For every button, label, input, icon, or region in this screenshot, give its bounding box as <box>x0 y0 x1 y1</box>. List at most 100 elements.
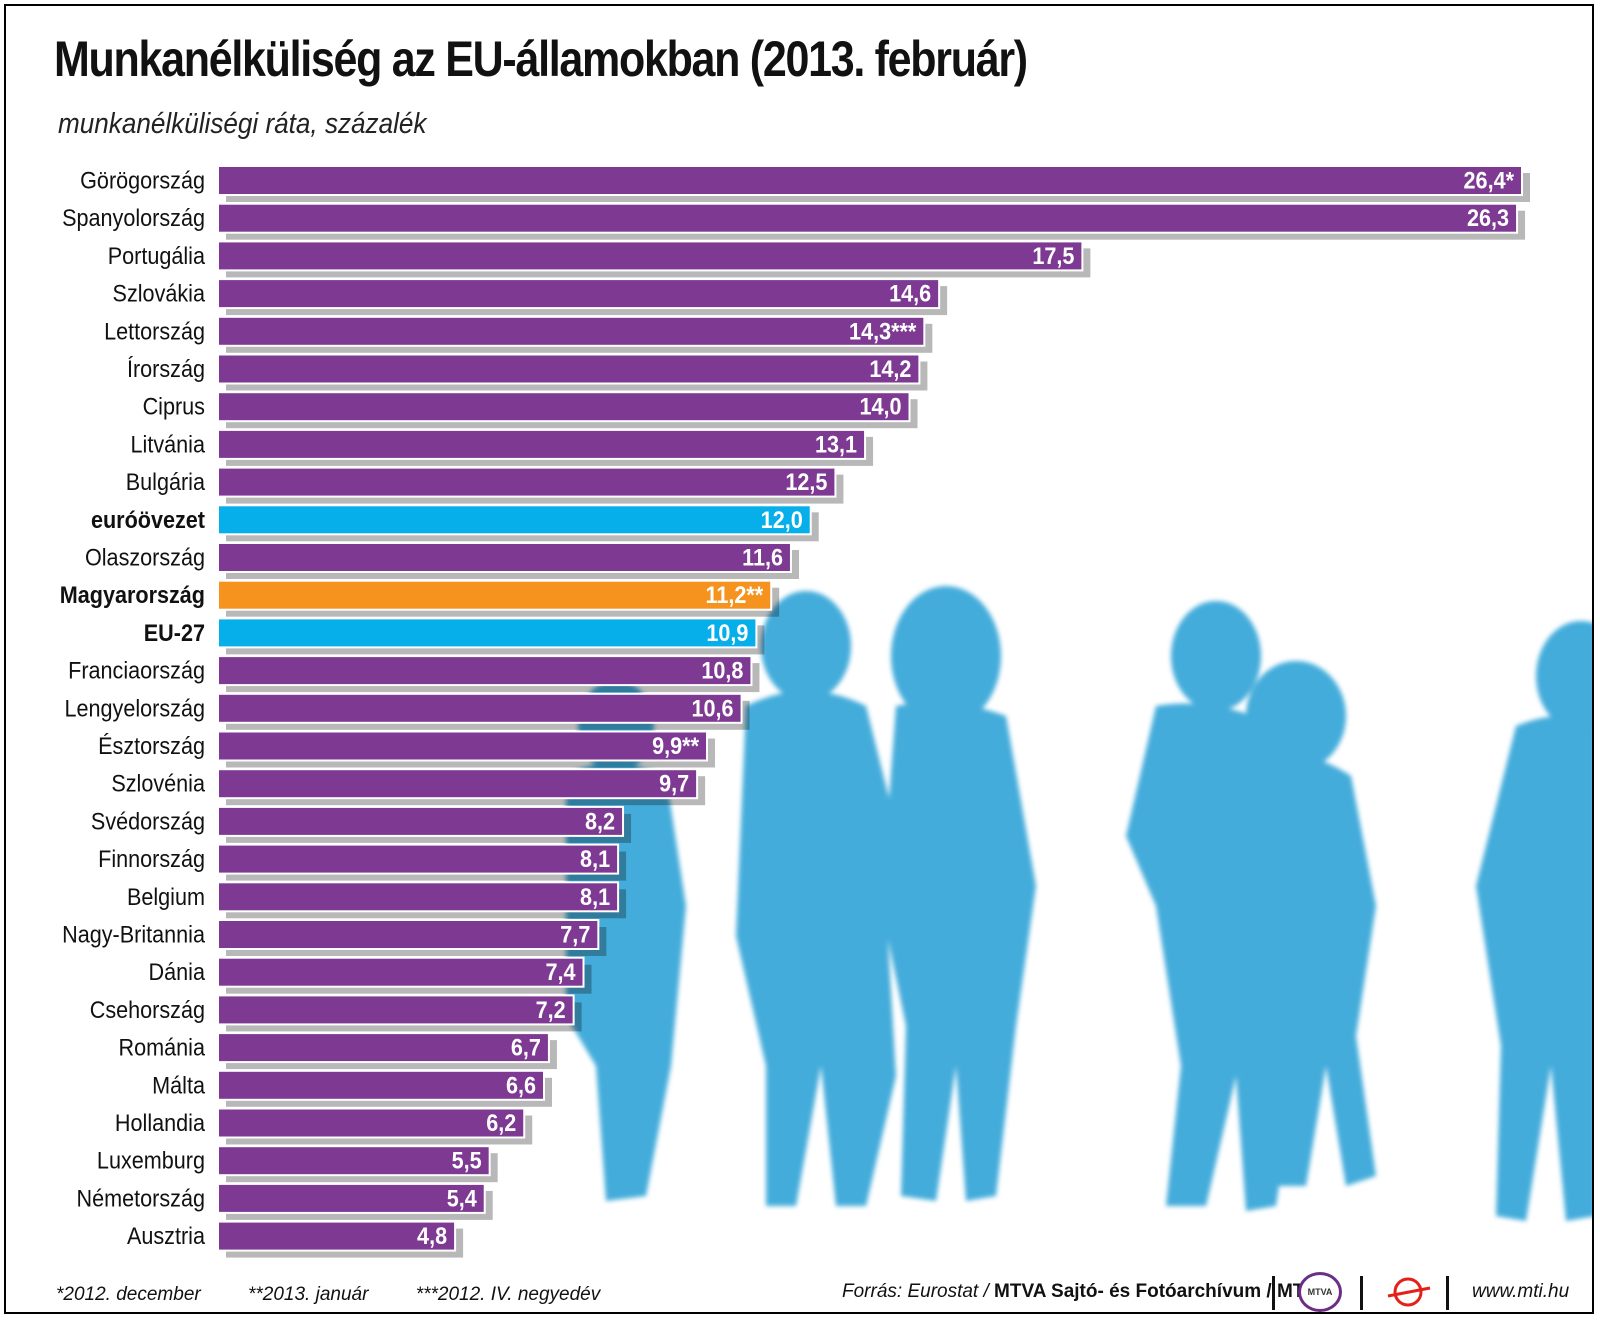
category-label: Észtország <box>98 732 205 759</box>
category-label: Szlovénia <box>111 770 205 797</box>
value-label: 13,1 <box>815 430 857 457</box>
value-label: 10,8 <box>701 657 743 684</box>
category-label: Csehország <box>90 996 205 1023</box>
chart-title: Munkanélküliség az EU-államokban (2013. … <box>54 31 1028 87</box>
value-label: 26,3 <box>1467 204 1509 231</box>
value-label: 14,0 <box>859 393 901 420</box>
bar-chart: Görögország 26,4* Spanyolország 26,3 Portugá… <box>60 165 1530 1258</box>
category-label: Ausztria <box>127 1222 205 1249</box>
category-label: Spanyolország <box>62 204 205 231</box>
footnotes: *2012. december **2013. január ***2012. … <box>56 1284 642 1306</box>
value-label: 9,9** <box>652 732 699 759</box>
bar <box>217 165 1523 196</box>
category-label: Németország <box>77 1184 205 1211</box>
category-label: Dánia <box>149 958 206 985</box>
bar <box>217 202 1519 234</box>
category-label: Litvánia <box>131 430 206 457</box>
category-label: EU-27 <box>144 619 205 646</box>
category-label: Ciprus <box>143 393 205 420</box>
source-prefix: Forrás: Eurostat / <box>842 1281 995 1302</box>
value-label: 7,7 <box>560 920 590 947</box>
value-label: 5,5 <box>452 1147 482 1174</box>
value-label: 14,6 <box>889 280 931 307</box>
bar <box>217 240 1084 272</box>
value-label: 6,2 <box>486 1109 516 1136</box>
source-agency: MTVA Sajtó- és Fotóarchívum / MTI <box>994 1281 1310 1302</box>
category-label: Málta <box>152 1071 205 1098</box>
value-label: 7,2 <box>536 996 566 1023</box>
footnote-2: **2013. január <box>248 1284 369 1305</box>
footnote-3: ***2012. IV. negyedév <box>415 1284 601 1305</box>
source-credit: Forrás: Eurostat / MTVA Sajtó- és Fotóar… <box>842 1281 1310 1303</box>
infographic-frame: Munkanélküliség az EU-államokban (2013. … <box>4 4 1594 1314</box>
separator <box>1446 1276 1449 1310</box>
category-label: Görögország <box>80 166 205 193</box>
bar <box>217 542 792 573</box>
mti-logo-icon <box>1387 1277 1431 1307</box>
category-label: Portugália <box>108 242 206 269</box>
value-label: 8,1 <box>580 845 610 872</box>
category-label: Írország <box>127 355 205 382</box>
bar <box>217 315 926 347</box>
value-label: 6,7 <box>511 1034 541 1061</box>
bar <box>217 994 575 1026</box>
bar <box>217 504 812 536</box>
website-url: www.mti.hu <box>1472 1281 1570 1302</box>
value-label: 10,9 <box>706 619 748 646</box>
bar <box>217 805 625 837</box>
value-label: 4,8 <box>417 1222 447 1249</box>
bar <box>217 843 620 875</box>
bar <box>217 579 773 611</box>
category-label: Lengyelország <box>65 694 205 721</box>
people-silhouettes <box>566 586 1592 1221</box>
category-label: Olaszország <box>85 543 205 570</box>
mtva-logo-text: MTVA <box>1307 1287 1333 1297</box>
value-label: 8,2 <box>585 807 615 834</box>
bar <box>217 1145 491 1177</box>
bar <box>217 1107 526 1139</box>
category-label: Szlovákia <box>113 280 206 307</box>
value-label: 14,2 <box>869 355 911 382</box>
bar <box>217 428 867 460</box>
category-label: Magyarország <box>60 581 205 608</box>
bar <box>217 730 708 762</box>
bar <box>217 353 921 385</box>
bar <box>217 692 743 724</box>
bar <box>217 1220 457 1252</box>
category-label: Belgium <box>127 883 205 910</box>
bar <box>217 1032 550 1064</box>
category-label: Franciaország <box>68 657 205 684</box>
value-label: 10,6 <box>692 694 734 721</box>
bar <box>217 1182 486 1214</box>
value-label: 26,4* <box>1464 166 1515 193</box>
category-label: Bulgária <box>126 468 206 495</box>
category-label: euróövezet <box>91 506 205 533</box>
bar <box>217 919 600 950</box>
value-label: 6,6 <box>506 1071 536 1098</box>
category-label: Finnország <box>98 845 205 872</box>
value-label: 17,5 <box>1032 242 1074 269</box>
bar <box>217 655 753 687</box>
separator <box>1360 1276 1363 1310</box>
category-label: Hollandia <box>115 1109 205 1136</box>
value-label: 11,2** <box>706 581 764 608</box>
value-label: 12,0 <box>761 506 803 533</box>
value-label: 14,3*** <box>849 317 916 344</box>
bar <box>217 466 837 498</box>
chart-subtitle: munkanélküliségi ráta, százalék <box>58 108 427 140</box>
category-label: Nagy-Britannia <box>62 920 205 947</box>
value-label: 11,6 <box>742 543 783 570</box>
value-label: 8,1 <box>580 883 610 910</box>
bar <box>217 391 911 423</box>
value-label: 5,4 <box>447 1184 477 1211</box>
category-label: Luxemburg <box>97 1147 205 1174</box>
category-label: Svédország <box>91 807 205 834</box>
category-label: Lettország <box>104 317 205 344</box>
bar <box>217 617 758 649</box>
bar <box>217 881 620 913</box>
value-label: 9,7 <box>659 770 689 797</box>
mtva-logo: MTVA <box>1298 1272 1342 1312</box>
bar <box>217 956 585 988</box>
footnote-1: *2012. december <box>56 1284 201 1305</box>
bar <box>217 1069 545 1101</box>
